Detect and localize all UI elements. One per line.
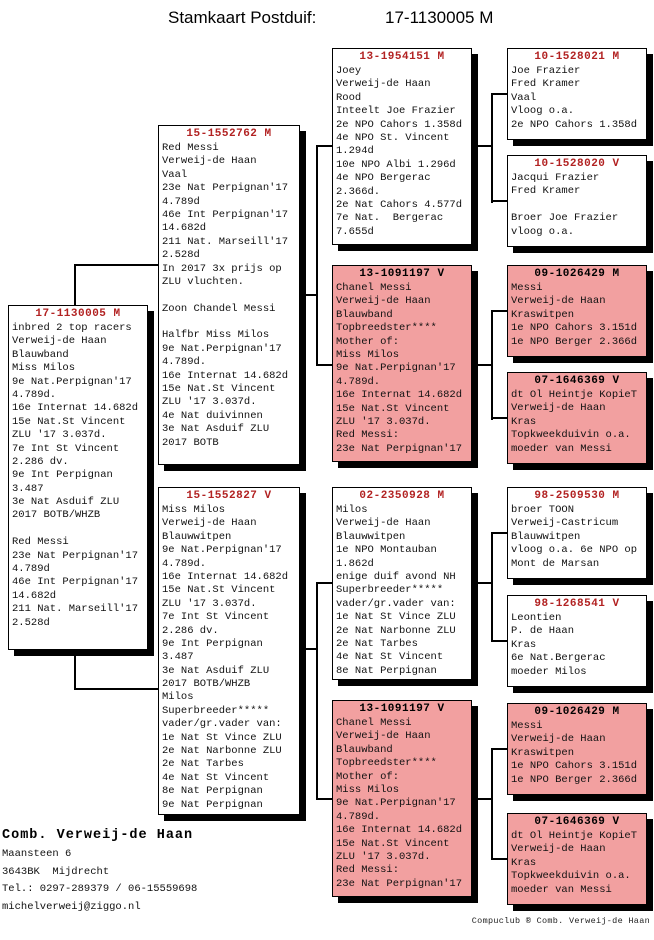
ring-number: 10-1528020 V [534,158,620,170]
pedigree-text: Milos Verweij-de Haan Blauwwitpen 1e NPO Mo… [336,504,456,677]
connector-line [491,93,507,95]
pedigree-box-13-1091197-v: 13-1091197 V Chanel Messi Verweij-de Haan… [332,265,472,462]
ring-number: 98-2509530 M [534,490,620,502]
ring-number: 13-1954151 M [359,51,445,63]
connector-line [300,294,318,296]
pedigree-text: Chanel Messi Verweij-de Haan Blauwband Topb… [336,717,463,890]
connector-line [491,200,507,202]
connector-line [74,264,76,306]
page-title-ring: 17-1130005 M [385,8,494,27]
pedigree-box-13-1954151-m: 13-1954151 M Joey Verweij-de Haan Rood Inte… [332,48,472,245]
connector-line [491,748,493,860]
connector-line [491,532,493,642]
connector-line [74,648,76,690]
pedigree-text: Joey Verweij-de Haan Rood Inteelt Joe Frazi… [336,65,463,238]
owner-email: michelverweij@ziggo.nl [2,900,141,913]
connector-line [491,532,507,534]
connector-line [316,145,318,366]
connector-line [491,417,507,419]
footer-credit: Compuclub ® Comb. Verweij-de Haan [471,916,650,926]
connector-line [491,640,507,642]
ring-number: 09-1026429 M [534,268,620,280]
pedigree-text: Chanel Messi Verweij-de Haan Blauwband Topb… [336,282,463,455]
pedigree-text: Leontien P. de Haan Kras 6e Nat.Bergerac moe… [511,612,606,678]
owner-block: Comb. Verweij-de Haan Maansteen 6 3643BK… [2,826,197,916]
connector-line [74,688,158,690]
connector-line [316,145,332,147]
pedigree-text: Miss Milos Verweij-de Haan Blauwwitpen 9e N… [162,504,289,811]
ring-number: 09-1026429 M [534,706,620,718]
owner-phone: Tel.: 0297-289379 / 06-15559698 [2,883,198,895]
pedigree-text: Messi Verweij-de Haan Kraswitpen 1e NPO Cah… [511,720,638,786]
ring-number: 02-2350928 M [359,490,445,502]
connector-line [491,310,493,420]
pedigree-text: Red Messi Verweij-de Haan Vaal 23e Nat Perp… [162,142,289,449]
pedigree-box-07-1646369-v: 07-1646369 V dt Ol Heintje KopieT Verweij… [507,372,647,464]
pedigree-box-09-1026429-m: 09-1026429 M Messi Verweij-de Haan Kraswit… [507,265,647,357]
connector-line [491,93,493,203]
page-title-label: Stamkaart Postduif: [168,8,317,27]
pedigree-text: Joe Frazier Fred Kramer Vaal Vloog o.a. 2e N… [511,65,638,131]
connector-line [491,310,507,312]
pedigree-box-dam-15-1552827-v: 15-1552827 V Miss Milos Verweij-de Haan Bl… [158,487,300,815]
pedigree-box-10-1528020-v: 10-1528020 V Jacqui Frazier Fred Kramer B… [507,155,647,247]
owner-address-line: Maansteen 6 [2,848,72,860]
ring-number: 15-1552762 M [186,128,272,140]
connector-line [472,798,493,800]
pedigree-box-07-1646369-v-2: 07-1646369 V dt Ol Heintje KopieT Verweij… [507,813,647,905]
pedigree-box-98-2509530-m: 98-2509530 M broer TOON Verweij-Castricum… [507,487,647,579]
pedigree-box-sire-15-1552762-m: 15-1552762 M Red Messi Verweij-de Haan Vaa… [158,125,300,465]
page-title: Stamkaart Postduif: 17-1130005 M [0,6,654,32]
pedigree-text: dt Ol Heintje KopieT Verweij-de Haan Kras T… [511,389,638,455]
connector-line [74,264,158,266]
pedigree-text: dt Ol Heintje KopieT Verweij-de Haan Kras T… [511,830,638,896]
connector-line [491,748,507,750]
pedigree-text: Messi Verweij-de Haan Kraswitpen 1e NPO Cah… [511,282,638,348]
connector-line [300,648,318,650]
pedigree-box-10-1528021-m: 10-1528021 M Joe Frazier Fred Kramer Vaal V… [507,48,647,140]
ring-number: 13-1091197 V [359,268,445,280]
ring-number: 13-1091197 V [359,703,445,715]
pedigree-box-98-1268541-v: 98-1268541 V Leontien P. de Haan Kras 6e Na… [507,595,647,687]
pedigree-text: Jacqui Frazier Fred Kramer Broer Joe Fraz… [511,172,619,238]
pedigree-box-subject-17-1130005-m: 17-1130005 M inbred 2 top racers Verweij-… [8,305,148,650]
pedigree-box-13-1091197-v-2: 13-1091197 V Chanel Messi Verweij-de Haan… [332,700,472,897]
connector-line [316,798,332,800]
connector-line [472,145,493,147]
pedigree-text: broer TOON Verweij-Castricum Blauwwitpen vl… [511,504,638,570]
connector-line [472,364,493,366]
connector-line [472,582,493,584]
owner-name: Comb. Verweij-de Haan [2,828,194,843]
connector-line [316,364,332,366]
owner-address-line: 3643BK Mijdrecht [2,865,110,878]
ring-number: 10-1528021 M [534,51,620,63]
pedigree-text: inbred 2 top racers Verweij-de Haan Blauwb… [12,322,139,629]
connector-line [316,582,332,584]
connector-line [316,582,318,800]
ring-number: 98-1268541 V [534,598,620,610]
pedigree-box-09-1026429-m-2: 09-1026429 M Messi Verweij-de Haan Kraswit… [507,703,647,795]
ring-number: 17-1130005 M [35,308,121,320]
connector-line [491,858,507,860]
pedigree-box-02-2350928-m: 02-2350928 M Milos Verweij-de Haan Blauwwi… [332,487,472,680]
ring-number: 15-1552827 V [186,490,272,502]
ring-number: 07-1646369 V [534,375,620,387]
ring-number: 07-1646369 V [534,816,620,828]
